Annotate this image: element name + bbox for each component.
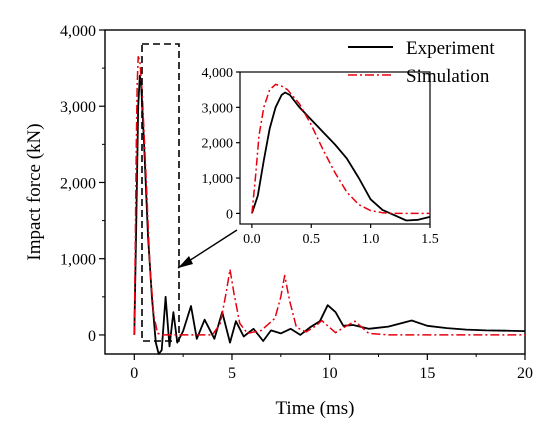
inset-series-simulation-line [251,83,430,215]
inset-x-tick-label: 0.0 [243,232,261,247]
main-x-tick-label: 20 [517,365,533,382]
inset-y-tick-label: 1,000 [202,172,234,187]
main-frame [104,29,526,355]
main-y-tick-label: 3,000 [60,99,96,116]
main-plot: 0 5 10 15 20 0 1,000 2,000 3,000 4,000 [60,23,533,382]
inset-frame [239,71,431,225]
inset-x-tick-label: 1.0 [362,232,380,247]
main-x-tick-label: 10 [322,365,338,382]
inset-y-tick-label: 2,000 [202,137,234,152]
zoom-region-box [141,43,180,342]
main-y-tick-label: 2,000 [60,175,96,192]
inset-x-tick-label: 1.5 [421,232,439,247]
legend: Experiment Simulation [348,38,495,87]
x-axis-title: Time (ms) [275,398,354,419]
inset-y-tick-label: 0 [226,207,233,222]
zoom-arrow-head [178,256,193,268]
inset-plot: 0.0 0.5 1.0 1.5 0 1,000 2,000 3,000 4,000 [202,66,439,247]
y-axis-title: Impact force (kN) [24,123,45,260]
legend-simulation-label: Simulation [406,66,490,87]
inset-background [240,72,430,224]
main-y-tick-label: 4,000 [60,23,96,40]
main-y-tick-label: 1,000 [60,252,96,269]
inset-y-tick-label: 3,000 [202,101,234,116]
main-y-tick-label: 0 [88,328,96,345]
main-x-tick-label: 0 [130,365,138,382]
main-x-tick-label: 15 [419,365,435,382]
main-x-tick-label: 5 [228,365,236,382]
inset-y-tick-label: 4,000 [202,66,234,81]
legend-experiment-label: Experiment [406,38,495,59]
inset-x-tick-label: 0.5 [303,232,321,247]
inset-series-experiment-line [251,91,431,222]
